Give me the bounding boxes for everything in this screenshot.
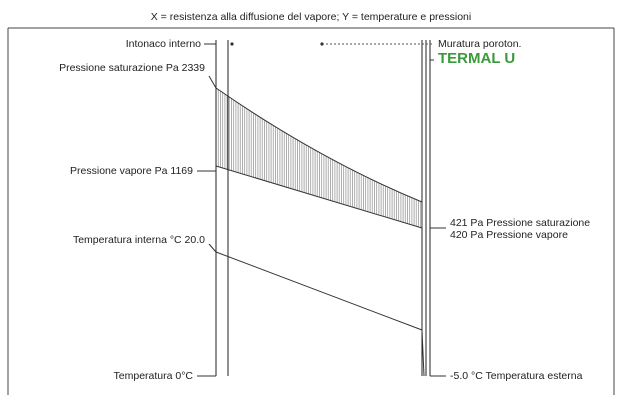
vapor-pressure-out-label: 420 Pa Pressione vapore (450, 229, 568, 241)
temperature-in-label: Temperatura interna °C 20.0 (73, 234, 205, 246)
temperature-line (215, 251, 423, 331)
saturation-pressure-in-label: Pressione saturazione Pa 2339 (59, 62, 205, 74)
temperature-zero-label: Temperatura 0°C (114, 370, 194, 382)
plaster-label: Intonaco interno (126, 38, 201, 50)
saturation-pressure-out-label: 421 Pa Pressione saturazione (450, 217, 590, 229)
vapor-pressure-in-label: Pressione vapore Pa 1169 (70, 165, 193, 177)
brand-label: TERMAL U (438, 50, 515, 67)
vapor-pressure-line (215, 165, 423, 229)
temperature-end-drop (421, 329, 425, 377)
condensation-risk-area (216, 88, 422, 228)
temperature-out-label: -5.0 °C Temperatura esterna (450, 370, 583, 382)
diagram-title: X = resistenza alla diffusione del vapor… (151, 11, 471, 23)
masonry-label: Muratura poroton. (438, 38, 521, 50)
plaster-marker-dot (230, 42, 234, 46)
saturation-pressure-curve (215, 87, 423, 203)
temp-left-leader (208, 243, 217, 253)
saturation-left-leader (208, 75, 217, 89)
masonry-marker-dot (320, 42, 324, 46)
